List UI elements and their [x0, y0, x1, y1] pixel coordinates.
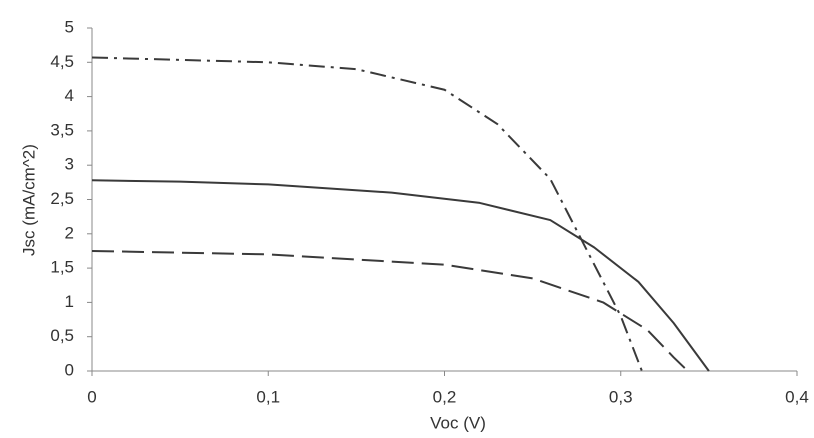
series-line [91, 56, 643, 372]
x-tick-label: 0,1 [256, 387, 280, 406]
series-line [91, 249, 689, 372]
x-axis-label: Voc (V) [430, 413, 486, 432]
y-tick-label: 2 [65, 223, 74, 242]
y-tick-label: 1 [65, 292, 74, 311]
y-tick-label: 4,5 [50, 52, 74, 71]
x-tick-label: 0 [87, 387, 96, 406]
y-axis-label: Jsc (mA/cm^2) [19, 144, 38, 256]
y-tick-label: 4 [65, 86, 74, 105]
y-tick-label: 0,5 [50, 326, 74, 345]
y-tick-label: 1,5 [50, 258, 74, 277]
y-tick-label: 2,5 [50, 189, 74, 208]
series-line [91, 179, 710, 372]
x-tick-label: 0,4 [785, 387, 809, 406]
y-tick-label: 5 [65, 17, 74, 36]
y-tick-label: 3 [65, 155, 74, 174]
x-tick-label: 0,2 [433, 387, 457, 406]
y-tick-label: 0 [65, 360, 74, 379]
x-tick-label: 0,3 [609, 387, 633, 406]
y-tick-label: 3,5 [50, 120, 74, 139]
